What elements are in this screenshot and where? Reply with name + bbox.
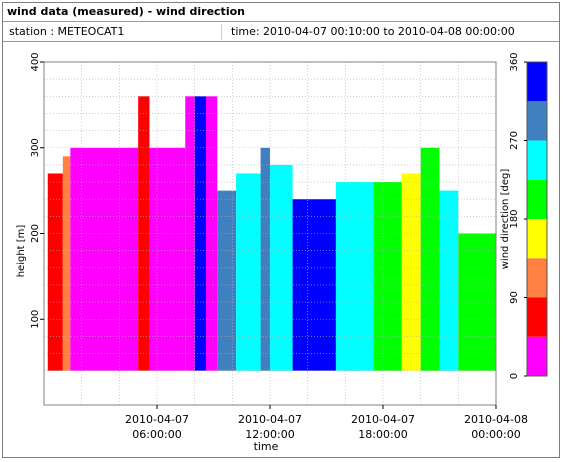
colorbar-tick-label: 90 (509, 291, 520, 304)
data-block (70, 147, 139, 371)
colorbar-band (527, 336, 547, 376)
colorbar: 0 90 180 270 360 wind direction [deg] (500, 52, 548, 379)
data-block (420, 147, 440, 371)
info-divider (221, 24, 222, 40)
data-block (47, 173, 63, 371)
data-block (217, 190, 237, 371)
y-tick-label: 300 (30, 138, 41, 157)
x-tick-label-time: 12:00:00 (245, 428, 294, 441)
y-tick-label: 400 (30, 52, 41, 71)
colorbar-tick-label: 0 (509, 373, 520, 379)
colorbar-tick-label: 180 (509, 209, 520, 228)
data-block (236, 173, 261, 371)
data-block (260, 147, 270, 371)
x-tick-label-time: 00:00:00 (471, 428, 520, 441)
colorbar-band (527, 297, 547, 337)
station-label: station : METEOCAT1 (9, 25, 125, 38)
colorbar-band (527, 219, 547, 259)
x-tick-label-time: 06:00:00 (132, 428, 181, 441)
colorbar-tick-label: 360 (509, 52, 520, 71)
data-block (458, 233, 496, 371)
data-block (62, 156, 71, 371)
data-block (185, 96, 195, 371)
data-block (149, 147, 186, 371)
data-block (401, 173, 421, 371)
colorbar-band (527, 140, 547, 180)
data-block (335, 182, 374, 371)
x-tick-label-time: 18:00:00 (358, 428, 407, 441)
x-tick-label-date: 2010-04-07 (125, 413, 189, 426)
colorbar-band (527, 179, 547, 219)
x-tick-label-date: 2010-04-08 (464, 413, 528, 426)
data-block (205, 96, 218, 371)
x-tick-label-date: 2010-04-07 (238, 413, 302, 426)
colorbar-band (527, 62, 547, 102)
y-axis-label: height [m] (16, 225, 27, 278)
y-tick-label: 200 (30, 224, 41, 243)
colorbar-band (527, 258, 547, 298)
data-block (439, 190, 459, 371)
data-block (373, 182, 402, 371)
colorbar-band (527, 101, 547, 141)
y-tick-label: 100 (30, 310, 41, 329)
colorbar-label: wind direction [deg] (500, 169, 511, 270)
info-bar: station : METEOCAT1 time: 2010-04-07 00:… (3, 22, 559, 42)
colorbar-tick-label: 270 (509, 131, 520, 150)
x-axis-label: time (254, 440, 279, 453)
plot-area: 100 200 300 400 height [m] 2010-04-07 06:00:00… (16, 52, 528, 453)
time-range-label: time: 2010-04-07 00:10:00 to 2010-04-08 … (231, 25, 515, 38)
window-title: wind data (measured) - wind direction (3, 3, 559, 22)
x-tick-label-date: 2010-04-07 (351, 413, 415, 426)
